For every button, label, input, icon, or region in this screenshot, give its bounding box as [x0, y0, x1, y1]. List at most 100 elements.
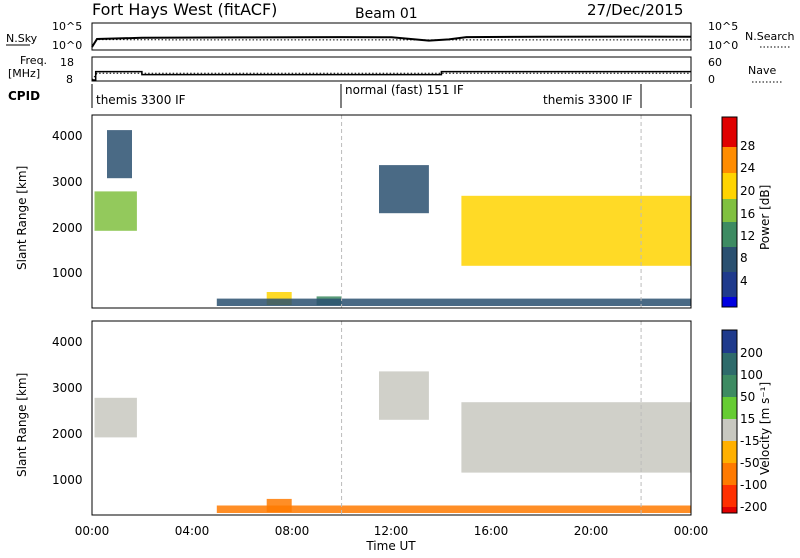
power-cb-tick-24: 24 — [740, 161, 755, 175]
cpid-segment-3: themis 3300 IF — [543, 93, 633, 107]
freq-tick-top: 18 — [60, 56, 74, 69]
power-cb-tick-16: 16 — [740, 207, 755, 221]
velocity-ytick-3000: 3000 — [52, 381, 83, 395]
noise-tick-right-top: 10^5 — [708, 20, 738, 33]
power-heatmap-data — [94, 115, 692, 308]
cpid-panel: CPID themis 3300 IF normal (fast) 151 IF… — [8, 83, 692, 108]
velocity-region-1 — [379, 371, 429, 420]
date-title: 27/Dec/2015 — [587, 1, 683, 19]
frequency-panel: Freq. [MHz] 18 8 60 0 Nave — [8, 54, 782, 86]
velocity-region-2 — [461, 402, 691, 473]
velocity-panel: Slant Range [km] 4000 3000 2000 1000 200… — [15, 320, 772, 516]
power-color-1 — [722, 117, 737, 147]
power-color-8 — [722, 297, 737, 307]
x-axis-label: Time UT — [365, 539, 416, 553]
nave-tick-bottom: 0 — [708, 73, 715, 86]
power-cb-tick-28: 28 — [740, 139, 755, 153]
nave-label: Nave — [748, 64, 776, 77]
power-panel: Slant Range [km] 4000 3000 2000 1000 28 … — [15, 114, 772, 309]
xtick-16: 16:00 — [474, 524, 509, 538]
freq-panel-frame — [91, 56, 692, 82]
xtick-4: 04:00 — [175, 524, 210, 538]
nsearch-series-line — [91, 39, 691, 48]
power-y-label: Slant Range [km] — [15, 166, 29, 270]
noise-left-label: N.Sky — [6, 32, 38, 45]
power-color-7 — [722, 272, 737, 297]
vel-cb-tick-neg100: -100 — [740, 478, 767, 492]
vel-cb-tick-neg50: -50 — [740, 456, 760, 470]
cpid-label: CPID — [8, 89, 40, 103]
freq-label-1: Freq. — [20, 54, 47, 67]
xtick-0: 00:00 — [75, 524, 110, 538]
power-color-4 — [722, 199, 737, 222]
noise-tick-left-top: 10^5 — [52, 20, 82, 33]
x-axis: 00:00 04:00 08:00 12:00 16:00 20:00 00:0… — [75, 524, 709, 553]
power-ytick-3000: 3000 — [52, 175, 83, 189]
station-title: Fort Hays West (fitACF) — [92, 0, 277, 19]
velocity-colorbar-label: Velocity [m s⁻¹] — [758, 382, 772, 475]
velocity-colorbar: 200 100 50 15 -15 -50 -100 -200 Velocity… — [721, 329, 772, 514]
vel-color-9 — [722, 507, 737, 513]
noise-panel: N.Sky 10^5 10^0 10^5 10^0 N.Search — [6, 20, 795, 52]
velocity-colorbar-frame — [721, 329, 738, 514]
freq-label-2: [MHz] — [8, 67, 40, 80]
xtick-24: 00:00 — [674, 524, 709, 538]
xtick-20: 20:00 — [574, 524, 609, 538]
vel-color-5 — [722, 419, 737, 441]
vel-color-2 — [722, 353, 737, 375]
power-colorbar-frame — [721, 116, 738, 308]
power-color-2 — [722, 147, 737, 173]
power-cb-tick-4: 4 — [740, 274, 748, 288]
velocity-y-label: Slant Range [km] — [15, 373, 29, 477]
power-cb-tick-12: 12 — [740, 229, 755, 243]
xtick-8: 08:00 — [275, 524, 310, 538]
vel-color-1 — [722, 330, 737, 353]
velocity-region-0 — [94, 397, 137, 438]
vel-cb-tick-50: 50 — [740, 390, 755, 404]
freq-tick-bottom: 8 — [66, 73, 73, 86]
nsky-series-line — [91, 35, 692, 48]
beam-title: Beam 01 — [355, 6, 418, 22]
velocity-ytick-4000: 4000 — [52, 335, 83, 349]
power-color-3 — [722, 173, 737, 199]
power-ytick-4000: 4000 — [52, 129, 83, 143]
power-color-6 — [722, 247, 737, 272]
power-region-0 — [94, 191, 137, 231]
noise-tick-right-bottom: 10^0 — [708, 39, 738, 52]
freq-series-line — [92, 70, 691, 81]
xtick-12: 12:00 — [374, 524, 409, 538]
vel-color-4 — [722, 397, 737, 419]
vel-color-6 — [722, 441, 737, 463]
velocity-ytick-2000: 2000 — [52, 427, 83, 441]
power-panel-frame — [91, 114, 692, 309]
velocity-panel-frame — [91, 320, 692, 516]
power-colorbar-label: Power [dB] — [758, 185, 772, 250]
vel-cb-tick-200: 200 — [740, 346, 763, 360]
nave-series-line — [91, 72, 691, 81]
vel-color-3 — [722, 375, 737, 397]
cpid-segment-1: themis 3300 IF — [96, 93, 186, 107]
power-region-6 — [216, 298, 692, 306]
vel-cb-tick-neg200: -200 — [740, 500, 767, 514]
cpid-segment-2: normal (fast) 151 IF — [345, 83, 464, 97]
vel-cb-tick-15: 15 — [740, 412, 755, 426]
power-region-1 — [107, 130, 132, 179]
power-cb-tick-20: 20 — [740, 184, 755, 198]
power-color-5 — [722, 222, 737, 247]
velocity-heatmap-data — [94, 321, 692, 515]
power-region-4 — [379, 165, 429, 214]
vel-cb-tick-neg15: -15 — [740, 434, 760, 448]
velocity-region-4 — [216, 505, 692, 513]
noise-right-label: N.Search — [745, 30, 795, 43]
noise-tick-left-bottom: 10^0 — [52, 39, 82, 52]
power-ytick-2000: 2000 — [52, 221, 83, 235]
power-region-5 — [461, 195, 691, 266]
nave-tick-top: 60 — [708, 56, 722, 69]
velocity-ytick-1000: 1000 — [52, 473, 83, 487]
vel-color-8 — [722, 485, 737, 507]
power-ytick-1000: 1000 — [52, 266, 83, 280]
vel-color-7 — [722, 463, 737, 485]
vel-cb-tick-100: 100 — [740, 368, 763, 382]
